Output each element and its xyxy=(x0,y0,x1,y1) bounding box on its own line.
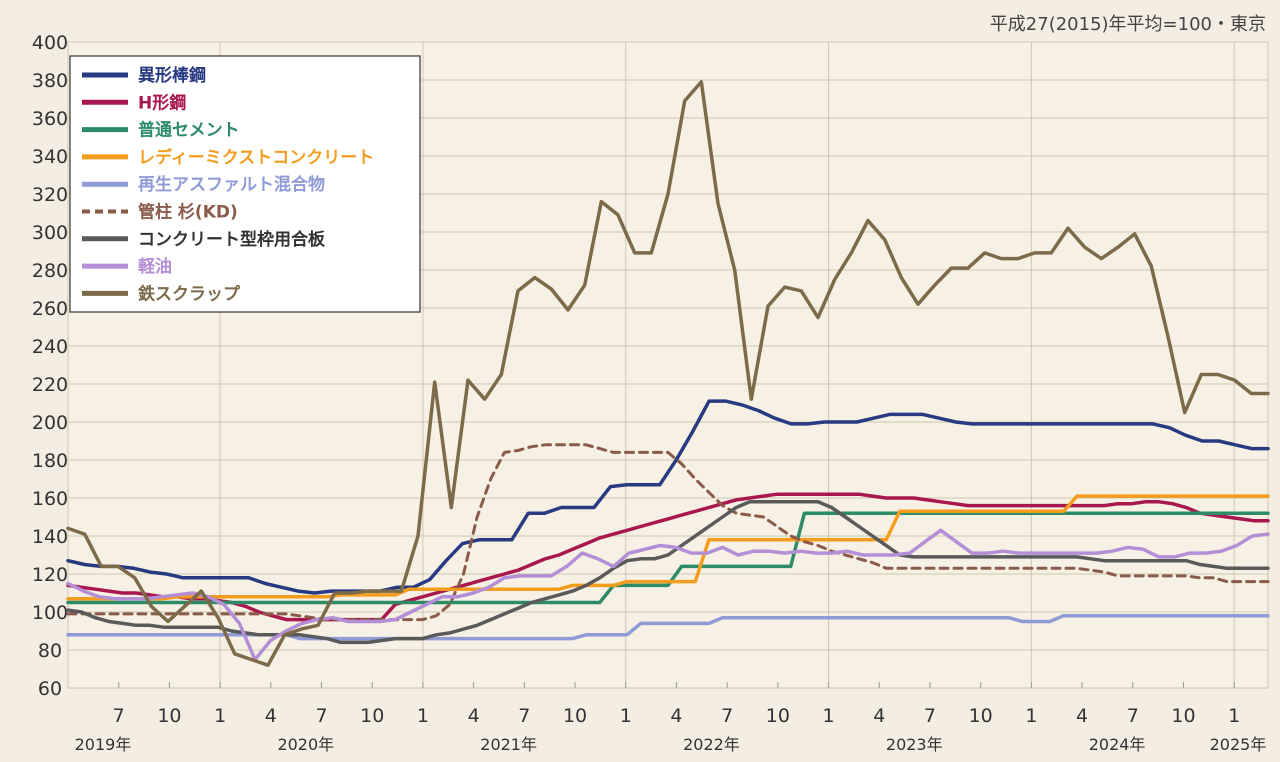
legend-label: H形鋼 xyxy=(138,92,186,113)
x-tick-label: 7 xyxy=(1127,705,1139,727)
x-tick-label: 10 xyxy=(1171,705,1195,727)
year-label: 2019年 xyxy=(75,735,132,754)
x-tick-label: 4 xyxy=(265,705,277,727)
y-tick-label: 300 xyxy=(32,222,68,244)
y-tick-label: 320 xyxy=(32,184,68,206)
legend: 異形棒鋼 H形鋼普通セメントレディーミクストコンクリート再生アスファルト混合物管柱… xyxy=(69,55,421,313)
y-tick-label: 160 xyxy=(32,488,68,510)
y-tick-label: 200 xyxy=(32,412,68,434)
y-tick-label: 400 xyxy=(32,32,68,54)
year-label: 2025年 xyxy=(1210,735,1267,754)
y-tick-label: 280 xyxy=(32,260,68,282)
y-tick-label: 100 xyxy=(32,602,68,624)
year-label: 2024年 xyxy=(1089,735,1146,754)
x-tick-label: 7 xyxy=(518,705,530,727)
x-tick-label: 10 xyxy=(360,705,384,727)
x-tick-label: 7 xyxy=(721,705,733,727)
x-tick-label: 1 xyxy=(1228,705,1240,727)
y-tick-label: 220 xyxy=(32,374,68,396)
x-tick-label: 1 xyxy=(1025,705,1037,727)
legend-label: コンクリート型枠用合板 xyxy=(138,229,326,250)
year-label: 2022年 xyxy=(683,735,740,754)
x-tick-label: 10 xyxy=(157,705,181,727)
legend-label: 軽油 xyxy=(138,256,172,277)
y-tick-label: 360 xyxy=(32,108,68,130)
legend-label: 管柱 杉(KD) xyxy=(138,202,238,223)
legend-label: 普通セメント xyxy=(138,120,240,141)
series-line xyxy=(66,443,1270,622)
x-tick-label: 1 xyxy=(214,705,226,727)
x-tick-label: 1 xyxy=(823,705,835,727)
legend-label: レディーミクストコンクリート xyxy=(138,147,374,168)
series-line xyxy=(66,511,1270,605)
x-tick-label: 4 xyxy=(873,705,885,727)
series-line xyxy=(66,500,1270,645)
legend-label: 鉄スクラップ xyxy=(138,283,241,304)
series-line xyxy=(66,494,1270,601)
series-line xyxy=(66,399,1270,595)
series-line xyxy=(66,528,1270,662)
legend-box xyxy=(69,55,421,313)
x-tick-label: 1 xyxy=(620,705,632,727)
x-tick-label: 7 xyxy=(315,705,327,727)
y-tick-label: 180 xyxy=(32,450,68,472)
y-tick-label: 380 xyxy=(32,70,68,92)
y-tick-label: 80 xyxy=(38,640,62,662)
y-tick-label: 60 xyxy=(38,678,62,700)
x-tick-label: 10 xyxy=(766,705,790,727)
year-label: 2020年 xyxy=(277,735,334,754)
year-label: 2023年 xyxy=(886,735,943,754)
chart-note: 平成27(2015)年平均=100・東京 xyxy=(990,14,1266,35)
x-tick-label: 10 xyxy=(969,705,993,727)
x-tick-label: 7 xyxy=(924,705,936,727)
y-tick-label: 240 xyxy=(32,336,68,358)
x-tick-label: 4 xyxy=(468,705,480,727)
y-tick-label: 260 xyxy=(32,298,68,320)
legend-label: 再生アスファルト混合物 xyxy=(138,174,325,195)
y-tick-label: 120 xyxy=(32,564,68,586)
series-line xyxy=(66,80,1270,667)
y-tick-label: 340 xyxy=(32,146,68,168)
legend-label: 異形棒鋼 xyxy=(138,65,206,86)
year-label: 2021年 xyxy=(480,735,537,754)
x-tick-label: 1 xyxy=(417,705,429,727)
x-tick-label: 4 xyxy=(1076,705,1088,727)
y-tick-label: 140 xyxy=(32,526,68,548)
x-tick-label: 10 xyxy=(563,705,587,727)
x-tick-label: 7 xyxy=(113,705,125,727)
x-tick-label: 4 xyxy=(670,705,682,727)
